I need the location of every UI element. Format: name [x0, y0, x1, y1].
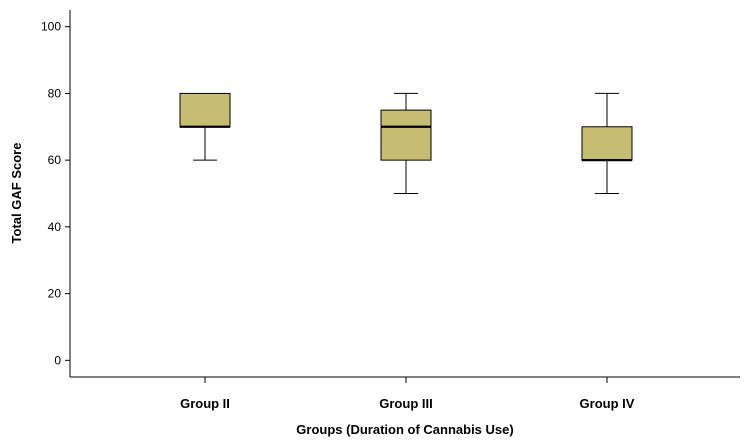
y-tick-label: 80: [48, 86, 62, 100]
x-axis: Group II Group III Group IV: [70, 376, 740, 411]
box-1: [179, 92, 231, 161]
x-category-label: Group IV: [580, 396, 635, 411]
y-tick-label: 0: [54, 353, 61, 367]
y-tick-label: 20: [48, 287, 62, 301]
y-tick-label: 40: [48, 220, 62, 234]
x-category-label: Group II: [180, 396, 230, 411]
x-axis-title: Groups (Duration of Cannabis Use): [296, 422, 513, 437]
y-tick-label: 60: [48, 153, 62, 167]
iqr-box: [380, 109, 432, 161]
x-category-label: Group III: [379, 396, 432, 411]
iqr-box: [581, 126, 633, 161]
box-3: [581, 92, 633, 194]
plot-area: [179, 92, 633, 194]
box-2: [380, 92, 432, 194]
y-axis: 0 20 40 60 80 100: [41, 10, 71, 377]
iqr-box: [179, 92, 231, 128]
y-axis-title: Total GAF Score: [9, 143, 24, 244]
y-tick-label: 100: [41, 20, 61, 34]
